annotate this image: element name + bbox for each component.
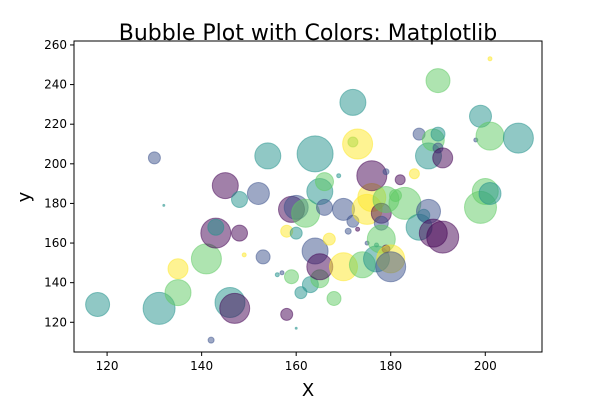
- bubble-point-39: [326, 291, 342, 306]
- bubble-point-61: [382, 168, 390, 176]
- x-tick-label-160: 160: [285, 359, 308, 373]
- bubble-point-12: [207, 218, 225, 236]
- y-axis-ticks: 120 140 160 180 200 220 240 260: [44, 38, 74, 329]
- bubble-point-17: [255, 249, 271, 265]
- bubble-layer: [85, 56, 534, 344]
- bubble-point-65: [394, 174, 406, 186]
- y-tick-label-200: 200: [44, 157, 67, 171]
- x-tick-label-200: 200: [474, 359, 497, 373]
- x-tick-label-180: 180: [379, 359, 402, 373]
- bubble-point-78: [432, 147, 454, 169]
- bubble-point-23: [284, 269, 299, 285]
- bubble-point-21: [280, 307, 294, 321]
- x-axis-ticks: 120 140 160 180 200: [96, 352, 497, 373]
- bubble-point-84: [478, 182, 502, 205]
- bubble-point-9: [211, 172, 239, 200]
- x-axis-label: X: [302, 380, 314, 401]
- bubble-point-20: [279, 270, 285, 276]
- bubble-point-14: [231, 224, 248, 242]
- bubble-point-19: [274, 272, 280, 278]
- bubble-point-2: [147, 151, 161, 165]
- y-tick-label-240: 240: [44, 78, 67, 92]
- bubble-point-36: [315, 172, 334, 192]
- bubble-point-48: [355, 226, 361, 232]
- y-tick-label-260: 260: [44, 38, 67, 52]
- bubble-point-0: [85, 292, 111, 317]
- bubble-point-46: [342, 128, 374, 160]
- bubble-point-7: [207, 336, 215, 344]
- bubble-point-16: [246, 182, 270, 205]
- bubble-point-75: [425, 68, 451, 94]
- bubble-point-53: [356, 160, 388, 192]
- y-tick-label-220: 220: [44, 117, 67, 131]
- y-tick-label-180: 180: [44, 196, 67, 210]
- bubble-point-87: [502, 122, 534, 154]
- bubble-point-26: [289, 226, 303, 240]
- bubble-point-3: [162, 203, 166, 207]
- y-tick-label-160: 160: [44, 236, 67, 250]
- bubble-point-86: [487, 56, 493, 62]
- bubble-point-27: [294, 326, 298, 330]
- y-axis-label: y: [14, 191, 35, 202]
- y-tick-label-120: 120: [44, 315, 67, 329]
- x-tick-label-120: 120: [96, 359, 119, 373]
- bubble-point-38: [322, 232, 336, 246]
- bubble-point-67: [408, 168, 420, 180]
- bubble-point-15: [241, 252, 247, 258]
- bubble-point-43: [344, 227, 352, 235]
- bubble-point-18: [254, 142, 282, 170]
- bubble-point-35: [306, 253, 334, 281]
- bubble-point-76: [430, 126, 446, 142]
- bubble-point-79: [426, 220, 460, 254]
- bubble-point-31: [296, 135, 334, 173]
- bubble-point-13: [231, 191, 248, 208]
- bubble-point-11: [219, 292, 251, 324]
- chart-title: Bubble Plot with Colors: Matplotlib: [119, 21, 497, 46]
- bubble-point-85: [475, 121, 505, 151]
- x-tick-label-140: 140: [190, 359, 213, 373]
- bubble-point-5: [167, 258, 189, 280]
- y-tick-label-140: 140: [44, 276, 67, 290]
- bubble-point-44: [339, 88, 367, 116]
- bubble-point-4: [164, 279, 192, 307]
- bubble-point-63: [375, 251, 407, 283]
- bubble-point-37: [316, 198, 333, 216]
- bubble-point-40: [336, 173, 342, 179]
- plot-frame: [73, 40, 543, 353]
